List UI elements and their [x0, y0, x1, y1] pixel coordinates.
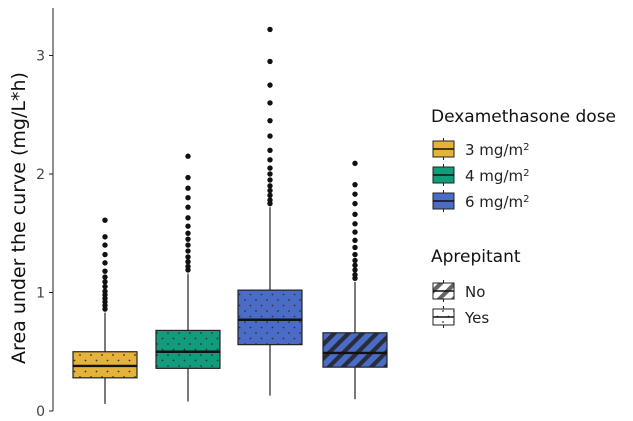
- outlier-point: [185, 185, 191, 191]
- y-tick-label: 2: [36, 167, 45, 183]
- outlier-point: [102, 260, 108, 266]
- y-tick-label: 3: [36, 49, 45, 65]
- legend-entry: 6 mg/m2: [432, 190, 530, 212]
- outlier-point: [267, 192, 273, 199]
- outlier-point: [185, 230, 191, 236]
- box-6mgm2-yes: [237, 26, 303, 396]
- outlier-point: [352, 221, 358, 227]
- y-axis-label: Area under the curve (mg/L*h): [8, 72, 30, 364]
- outlier-point: [352, 262, 358, 268]
- box-outline: [237, 289, 303, 346]
- outlier-point: [102, 274, 108, 280]
- outlier-point: [267, 26, 273, 33]
- outlier-point: [185, 254, 191, 260]
- legend-entry: 4 mg/m2: [432, 164, 530, 186]
- outlier-point: [352, 244, 358, 251]
- box-4mgm2-yes: [155, 153, 221, 402]
- outlier-point: [102, 279, 108, 285]
- outlier-point: [352, 200, 358, 207]
- outlier-point: [185, 236, 191, 242]
- outlier-point: [102, 268, 108, 274]
- outlier-point: [185, 153, 191, 159]
- outlier-point: [102, 242, 108, 248]
- outlier-point: [352, 211, 358, 217]
- outlier-point: [352, 237, 358, 244]
- outlier-point: [185, 223, 191, 229]
- outlier-point: [267, 133, 273, 139]
- legend-entry: Yes: [432, 306, 489, 328]
- legend-entry: No: [432, 280, 485, 302]
- box-pattern: [323, 332, 387, 368]
- box-outline: [155, 329, 221, 369]
- outlier-point: [267, 82, 273, 88]
- y-axis: 0 1 2 3: [36, 8, 54, 420]
- outlier-point: [102, 283, 108, 290]
- box-outline: [322, 332, 388, 368]
- outlier-point: [267, 147, 273, 153]
- outlier-point: [185, 248, 191, 254]
- legend-label: No: [465, 283, 485, 301]
- outlier-point: [185, 215, 191, 221]
- outlier-point: [352, 272, 358, 278]
- outlier-point: [352, 160, 358, 167]
- outlier-point: [185, 258, 191, 265]
- y-tick-label: 0: [36, 404, 45, 420]
- outlier-point: [267, 157, 273, 163]
- outlier-point: [267, 117, 273, 124]
- box-6mgm2-no: [322, 160, 388, 400]
- outlier-point: [352, 267, 358, 273]
- outlier-point: [267, 187, 273, 194]
- outlier-point: [102, 251, 108, 258]
- outlier-point: [185, 263, 191, 270]
- outlier-point: [185, 242, 191, 248]
- outlier-point: [267, 183, 273, 189]
- outlier-point: [185, 204, 191, 210]
- outlier-point: [352, 229, 358, 235]
- outlier-point: [267, 177, 273, 183]
- box-pattern: [156, 330, 220, 369]
- outlier-point: [267, 58, 273, 65]
- legend-label: 3 mg/m2: [465, 141, 530, 159]
- legend-label: Yes: [464, 309, 489, 327]
- outlier-point: [352, 181, 358, 188]
- plot-area: [72, 26, 388, 404]
- outlier-point: [185, 195, 191, 201]
- outlier-point: [352, 257, 358, 264]
- legend-label: 6 mg/m2: [465, 193, 530, 211]
- outlier-point: [267, 197, 273, 203]
- outlier-point: [267, 165, 273, 171]
- outlier-point: [102, 288, 108, 295]
- outlier-point: [352, 251, 358, 258]
- y-tick-label: 1: [36, 286, 45, 302]
- outlier-point: [102, 217, 108, 223]
- outlier-point: [185, 174, 191, 181]
- legend-label: 4 mg/m2: [465, 167, 530, 185]
- outlier-point: [352, 191, 358, 197]
- outlier-point: [267, 100, 273, 106]
- outlier-point: [102, 234, 108, 240]
- legend-title-2: Aprepitant: [431, 247, 521, 267]
- legend-title-1: Dexamethasone dose: [431, 107, 616, 127]
- legend: Dexamethasone dose 3 mg/m2 4 mg/m2 6 mg/m2 A…: [431, 107, 616, 328]
- outlier-point: [267, 171, 273, 177]
- box-3mgm2-yes: [72, 217, 138, 404]
- legend-entry: 3 mg/m2: [432, 138, 530, 160]
- box-pattern: [238, 290, 302, 345]
